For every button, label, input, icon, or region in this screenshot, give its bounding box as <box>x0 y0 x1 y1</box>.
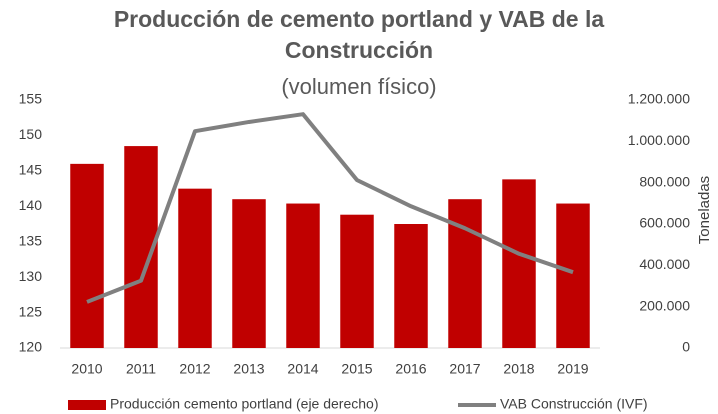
x-tick-label: 2015 <box>341 361 372 377</box>
y2-tick-label: 1.200.000 <box>628 91 690 107</box>
line <box>86 112 574 304</box>
x-tick-label: 2016 <box>395 361 426 377</box>
bar <box>70 163 104 348</box>
y2-tick-label: 600.000 <box>639 215 690 231</box>
x-tick-label: 2014 <box>287 361 318 377</box>
x-tick-label: 2018 <box>503 361 534 377</box>
y-tick-label: 135 <box>19 232 43 248</box>
y2-tick-label: 800.000 <box>639 173 690 189</box>
y2-tick-label: 400.000 <box>639 256 690 272</box>
y2-tick-label: 1.000.000 <box>628 132 690 148</box>
y-tick-label: 140 <box>19 197 43 213</box>
y-tick-label: 145 <box>19 162 43 178</box>
x-tick-label: 2010 <box>71 361 102 377</box>
x-tick-label: 2012 <box>179 361 210 377</box>
legend-swatch <box>68 400 106 410</box>
bar <box>286 203 320 348</box>
y-tick-label: 125 <box>19 303 43 319</box>
x-tick-label: 2013 <box>233 361 264 377</box>
y2-tick-label: 0 <box>682 339 690 355</box>
chart-subtitle: (volumen físico) <box>281 74 437 99</box>
y2-tick-label: 200.000 <box>639 297 690 313</box>
chart-title: Producción de cemento portland y VAB de … <box>113 6 605 63</box>
bar <box>232 199 266 348</box>
bar <box>502 179 536 348</box>
legend-label: Producción cemento portland (eje derecho… <box>110 396 379 412</box>
y-tick-label: 150 <box>19 126 43 142</box>
legend-label: VAB Construcción (IVF) <box>500 396 648 412</box>
y-tick-label: 155 <box>19 91 43 107</box>
bar <box>394 224 428 348</box>
bar <box>340 214 374 348</box>
bar <box>556 203 590 348</box>
x-tick-label: 2019 <box>557 361 588 377</box>
y-tick-label: 120 <box>19 339 43 355</box>
x-tick-label: 2011 <box>126 361 156 377</box>
x-tick-label: 2017 <box>449 361 480 377</box>
y2-axis-label: Toneladas <box>696 176 713 244</box>
y-tick-label: 130 <box>19 268 43 284</box>
bar <box>178 188 212 348</box>
